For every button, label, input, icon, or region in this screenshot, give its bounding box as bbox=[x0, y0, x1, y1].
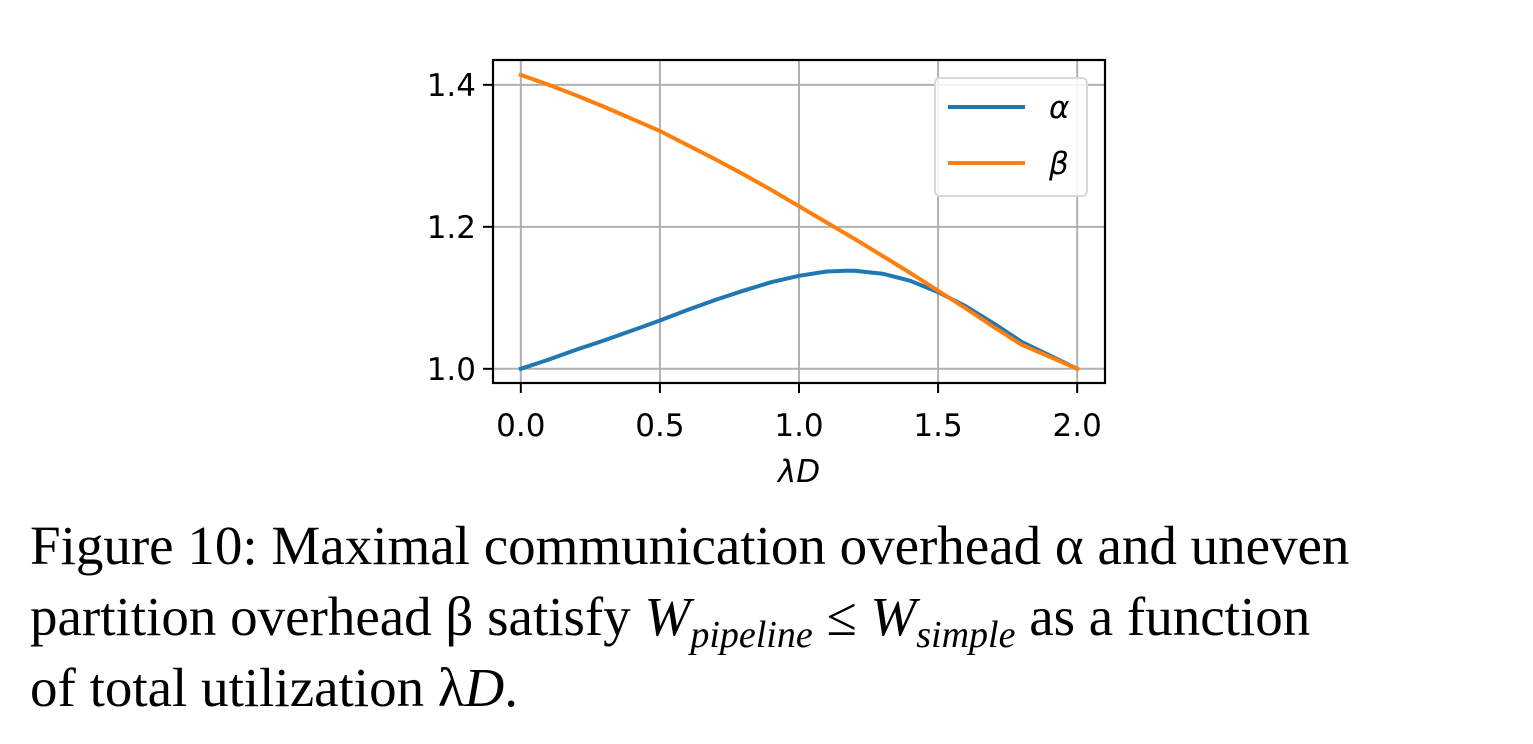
y-tick-label: 1.4 bbox=[427, 68, 476, 104]
figure-caption: Figure 10: Maximal communication overhea… bbox=[30, 510, 1510, 723]
series-line-alpha bbox=[518, 268, 1080, 372]
caption-line-3: of total utilization λD. bbox=[30, 652, 1510, 723]
caption-line-2: partition overhead β satisfy Wpipeline ≤… bbox=[30, 581, 1510, 654]
w-simple-symbol: W bbox=[870, 586, 917, 647]
w-pipeline-symbol: W bbox=[644, 586, 691, 647]
leq-symbol: ≤ bbox=[812, 586, 871, 647]
y-tick-label: 1.2 bbox=[427, 210, 476, 246]
w-pipeline-subscript: pipeline bbox=[690, 614, 813, 656]
x-tick-label: 1.5 bbox=[913, 408, 962, 444]
caption-text: partition overhead β satisfy bbox=[30, 586, 645, 647]
x-tick-label: 0.5 bbox=[635, 408, 684, 444]
legend-label: α bbox=[1049, 90, 1069, 126]
d-symbol: D bbox=[464, 657, 505, 718]
x-tick-label: 2.0 bbox=[1053, 408, 1102, 444]
x-tick-label: 0.0 bbox=[496, 408, 545, 444]
legend: αβ bbox=[934, 77, 1088, 197]
w-simple-subscript: simple bbox=[916, 614, 1016, 656]
x-axis-label: λD bbox=[776, 454, 820, 490]
caption-line-1: Figure 10: Maximal communication overhea… bbox=[30, 515, 1350, 576]
y-tick-label: 1.0 bbox=[427, 352, 476, 388]
ticks: 0.0 0.5 1.0 1.5 2.0 1.0 1.2 1.4 bbox=[427, 68, 1102, 444]
series-line-beta bbox=[518, 72, 1080, 372]
caption-text: of total utilization λ bbox=[30, 657, 465, 718]
legend-label: β bbox=[1048, 146, 1069, 182]
series-layer bbox=[518, 72, 1080, 372]
caption-text: as a function bbox=[1015, 586, 1311, 647]
caption-text: . bbox=[504, 657, 518, 718]
x-tick-label: 1.0 bbox=[774, 408, 823, 444]
line-chart: 0.0 0.5 1.0 1.5 2.0 1.0 1.2 1.4 λD αβ bbox=[427, 58, 1107, 490]
